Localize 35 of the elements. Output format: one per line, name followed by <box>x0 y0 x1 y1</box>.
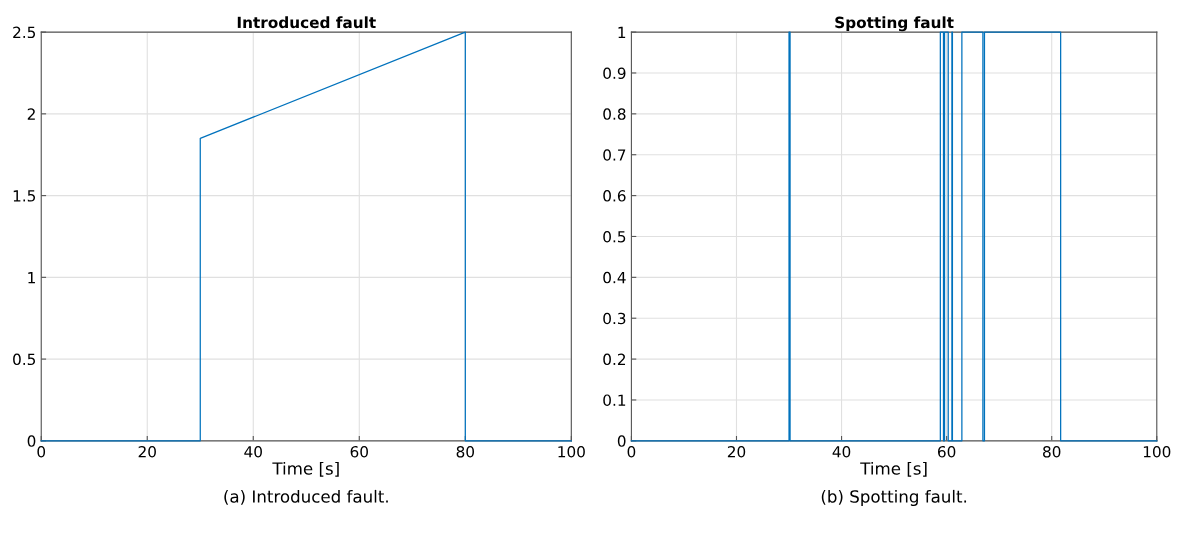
x-tick-label: 40 <box>832 445 851 458</box>
y-tick-label: 0 <box>617 435 626 447</box>
y-tick-label: 0.9 <box>603 67 626 79</box>
x-tick-label: 60 <box>937 445 956 458</box>
y-tick-label: 0.5 <box>13 353 36 366</box>
x-axis-title: Time [s] <box>272 461 339 477</box>
y-tick-label: 0.7 <box>603 149 626 161</box>
y-tick-label: 1 <box>28 272 35 284</box>
x-tick-label: 20 <box>138 445 156 458</box>
y-tick-label: 0.1 <box>603 394 626 406</box>
y-tick-label: 2.5 <box>13 26 36 39</box>
x-tick-label: 40 <box>244 445 262 458</box>
x-tick-label: 80 <box>456 445 475 458</box>
text: (b) Spotting fault. <box>821 489 967 507</box>
x-tick-label: 0 <box>627 445 636 458</box>
x-tick-label: 100 <box>1143 445 1171 458</box>
x-axis-title: Time [s] <box>860 461 927 477</box>
x-tick-label: 60 <box>350 445 368 458</box>
text: (a) Introduced fault. <box>224 489 388 505</box>
y-tick-label: 2 <box>27 108 35 120</box>
chart-title: Introduced fault <box>237 16 376 29</box>
y-tick-label: 0.8 <box>603 108 626 120</box>
chart-title: Spotting fault <box>835 16 954 32</box>
y-tick-label: 0.5 <box>603 230 626 243</box>
y-tick-label: 1 <box>618 26 626 38</box>
y-tick-label: 0.3 <box>603 312 626 325</box>
y-tick-label: 0.6 <box>603 190 626 202</box>
x-tick-label: 100 <box>558 445 585 458</box>
y-tick-label: 1.5 <box>13 190 36 202</box>
x-tick-label: 20 <box>727 445 746 458</box>
x-tick-label: 0 <box>37 445 46 458</box>
x-tick-label: 80 <box>1043 445 1061 458</box>
y-tick-label: 0.2 <box>603 353 626 366</box>
y-tick-label: 0.4 <box>603 271 626 284</box>
y-tick-label: 0 <box>27 435 36 447</box>
